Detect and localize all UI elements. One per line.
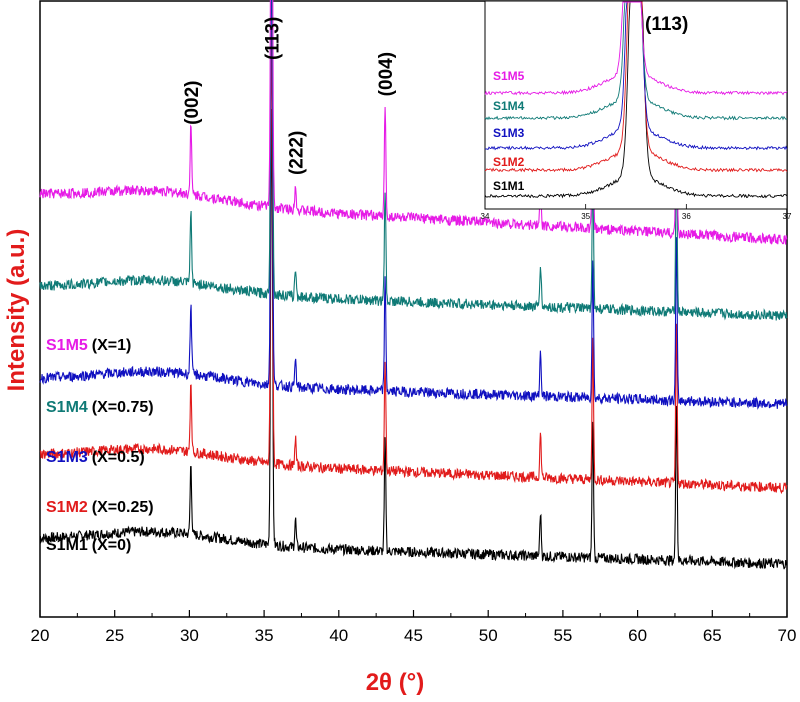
x-tick-label: 20 — [31, 626, 50, 645]
inset-x-tick-label: 37 — [783, 212, 792, 221]
peak-label: (113) — [263, 17, 284, 60]
inset-series-label-s1m5: S1M5 — [493, 69, 525, 83]
inset-title: (113) — [645, 14, 688, 35]
inset-x-tick-label: 36 — [682, 212, 691, 221]
series-label-s1m2: S1M2 (X=0.25) — [46, 499, 154, 516]
series-labels: S1M1 (X=0) S1M2 (X=0.25) S1M3 (X=0.5) S1M4 (X=0… — [46, 337, 154, 554]
inset-series-label-s1m1: S1M1 — [493, 179, 525, 193]
x-tick-label: 40 — [329, 626, 348, 645]
x-tick-label: 25 — [105, 626, 124, 645]
series-label-s1m3: S1M3 (X=0.5) — [46, 449, 145, 466]
inset-series-labels: S1M1 S1M2 S1M3 S1M4 S1M5 — [493, 69, 525, 193]
series-line-s1m2 — [39, 25, 788, 495]
inset-series-label-s1m4: S1M4 — [493, 99, 525, 113]
x-tick-label: 45 — [404, 626, 423, 645]
series-label-s1m5: S1M5 (X=1) — [46, 337, 131, 354]
series-line-s1m3 — [39, 0, 788, 410]
series-label-s1m4: S1M4 (X=0.75) — [46, 399, 154, 416]
x-tick-label: 30 — [180, 626, 199, 645]
inset-series-label-s1m3: S1M3 — [493, 126, 525, 140]
peak-label: (004) — [376, 52, 397, 96]
inset-series-group — [484, 1, 788, 199]
peak-label: (222) — [286, 131, 307, 175]
x-axis-title: 2θ (°) — [366, 669, 425, 696]
inset-x-tick-label: 34 — [481, 212, 490, 221]
inset-x-axis-ticks: 34 35 36 37 — [481, 204, 792, 221]
x-tick-label: 65 — [703, 626, 722, 645]
x-axis-ticks: 20 25 30 35 40 45 50 55 60 65 70 — [31, 610, 797, 645]
series-line-s1m5 — [39, 0, 788, 245]
y-axis-title: Intensity (a.u.) — [3, 229, 30, 392]
inset-x-tick-label: 35 — [581, 212, 590, 221]
x-tick-label: 55 — [553, 626, 572, 645]
x-tick-label: 35 — [255, 626, 274, 645]
x-tick-label: 50 — [479, 626, 498, 645]
series-line-s1m4 — [39, 0, 788, 321]
inset-frame — [484, 0, 788, 210]
peak-label: (002) — [182, 81, 203, 125]
series-line-s1m1 — [39, 108, 788, 570]
series-label-s1m1: S1M1 (X=0) — [46, 537, 131, 554]
x-tick-label: 60 — [628, 626, 647, 645]
x-tick-label: 70 — [778, 626, 797, 645]
series-group — [39, 0, 788, 570]
inset-series-line-s1m5 — [484, 1, 788, 96]
inset-series-label-s1m2: S1M2 — [493, 155, 525, 169]
